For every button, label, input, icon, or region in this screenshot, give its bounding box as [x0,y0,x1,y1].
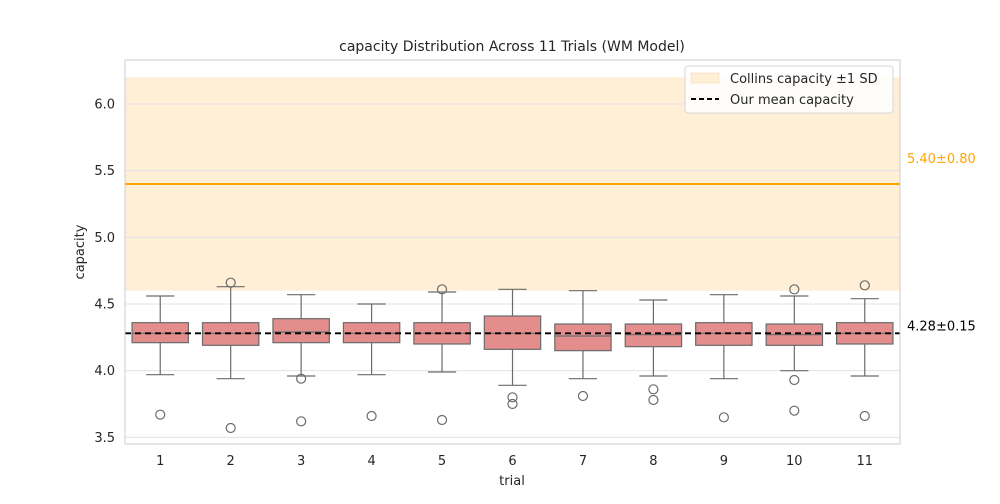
legend-box [684,65,894,114]
y-tick-label: 3.5 [94,431,115,446]
x-tick-label: 3 [297,454,305,469]
x-tick-labels: 1 2 3 4 5 6 7 8 9 10 11 [156,454,873,469]
box-trial-11 [835,280,894,422]
our-mean-annotation: 4.28±0.15 [907,319,976,334]
x-tick-label: 2 [227,454,235,469]
outlier-point [436,414,448,426]
y-tick-label: 4.5 [94,298,115,313]
x-tick-label: 5 [438,454,446,469]
box-iqr [695,322,753,346]
box-trial-9 [695,294,753,423]
x-axis-label: trial [499,474,525,489]
plot-frame [124,59,901,445]
outlier-point [789,405,800,416]
y-tick-label: 5.0 [94,231,115,246]
y-tick-labels: 3.5 4.0 4.5 5.0 5.5 6.0 [94,98,115,446]
box-trial-10 [765,284,824,416]
outlier-point [577,390,589,402]
reference-line-layer [125,183,900,335]
x-tick-label: 9 [720,454,728,469]
outlier-point [225,277,236,288]
outlier-point [507,398,518,410]
outlier-point [648,394,659,406]
box-trial-7 [554,290,612,402]
outlier-point [366,410,377,422]
x-tick-label: 11 [856,454,873,469]
y-tick-label: 5.5 [94,164,115,179]
x-tick-label: 10 [786,454,803,469]
x-tick-label: 6 [508,454,516,469]
outlier-point [859,280,870,291]
collins-capacity-annotation: 5.40±0.80 [907,152,976,167]
box-iqr [272,318,330,344]
outlier-point [296,373,307,384]
legend-band-label: Collins capacity ±1 SD [730,72,878,87]
outlier-point [296,416,307,427]
y-tick-label: 4.0 [94,364,115,379]
x-tick-label: 1 [156,454,164,469]
x-tick-label: 7 [579,454,587,469]
box-iqr [624,323,683,348]
chart-title: capacity Distribution Across 11 Trials (… [339,39,685,55]
box-iqr [554,323,612,352]
outlier-point [789,284,800,295]
outlier-point [225,422,236,434]
box-iqr [483,315,542,350]
box-trial-8 [624,299,683,406]
box-iqr [342,322,401,344]
x-tick-label: 4 [367,454,375,469]
outlier-point [789,374,800,386]
box-trial-4 [342,303,401,422]
box-trial-3 [272,294,330,427]
outlier-point [859,410,870,422]
outlier-point [507,392,518,403]
outlier-point [436,284,448,295]
y-axis-label: capacity [73,224,88,279]
legend-mean-label: Our mean capacity [730,93,854,108]
y-tick-label: 6.0 [94,98,115,113]
outlier-point [155,409,166,420]
legend-band-swatch [690,72,720,84]
outlier-point [718,412,729,423]
x-tick-label: 8 [649,454,657,469]
outlier-point [648,384,659,395]
legend: Collins capacity ±1 SD Our mean capacity [684,65,894,114]
